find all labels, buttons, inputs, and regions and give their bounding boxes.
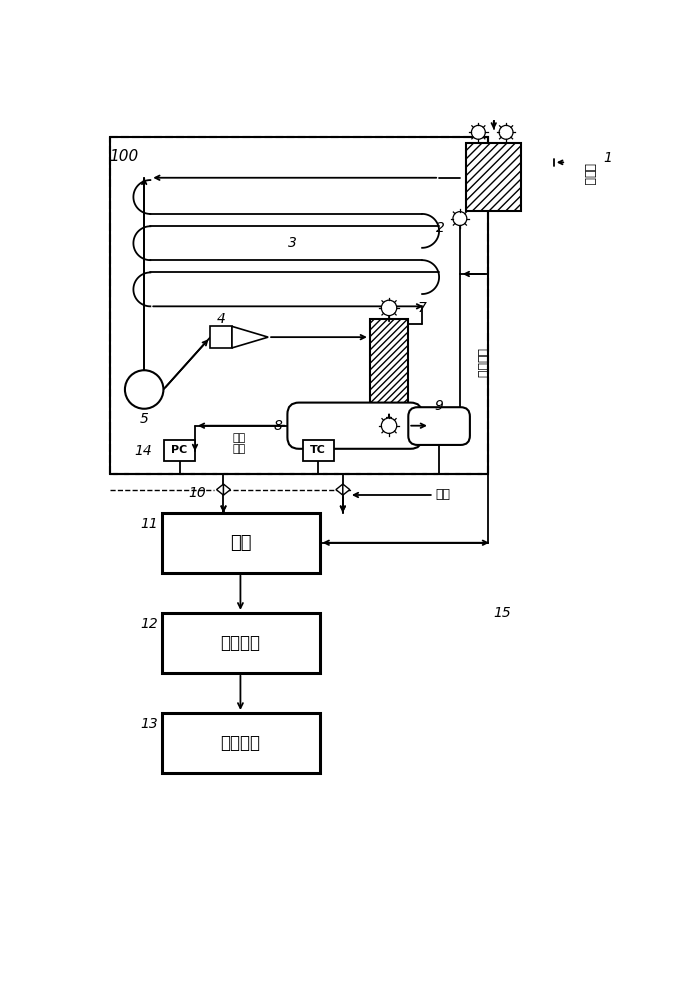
Polygon shape — [343, 484, 350, 495]
Circle shape — [499, 125, 513, 139]
Text: 10: 10 — [189, 486, 207, 500]
Polygon shape — [336, 484, 343, 495]
Text: 15: 15 — [493, 606, 512, 620]
Bar — [162, 613, 319, 673]
Text: 热源: 热源 — [435, 488, 450, 501]
Text: 100: 100 — [109, 149, 138, 164]
Text: 3: 3 — [288, 236, 297, 250]
Text: 1: 1 — [603, 151, 612, 165]
Circle shape — [381, 418, 397, 433]
Polygon shape — [223, 484, 230, 495]
Bar — [370, 319, 409, 415]
Text: 4: 4 — [216, 312, 226, 326]
Bar — [110, 137, 488, 474]
Circle shape — [471, 125, 485, 139]
Text: 11: 11 — [141, 517, 158, 531]
Text: 乙醇脱水: 乙醇脱水 — [221, 634, 260, 652]
Text: 8: 8 — [274, 419, 283, 433]
Text: 9: 9 — [435, 399, 443, 413]
Polygon shape — [216, 484, 223, 495]
Text: TC: TC — [310, 445, 326, 455]
Text: 5: 5 — [140, 412, 149, 426]
Bar — [164, 440, 195, 461]
Text: 蒸馏: 蒸馏 — [230, 534, 251, 552]
Polygon shape — [232, 326, 268, 348]
FancyBboxPatch shape — [409, 407, 470, 445]
Bar — [162, 713, 319, 773]
Circle shape — [453, 212, 467, 225]
Text: 2: 2 — [436, 221, 445, 235]
Bar — [110, 137, 488, 474]
Circle shape — [381, 300, 397, 316]
Bar — [303, 440, 333, 461]
Text: 固体组分: 固体组分 — [475, 348, 488, 378]
Circle shape — [125, 370, 164, 409]
Text: 蒸气
组分: 蒸气 组分 — [232, 433, 246, 454]
Bar — [162, 513, 319, 573]
Text: 14: 14 — [134, 444, 152, 458]
Text: 6: 6 — [418, 419, 427, 433]
Text: 生物质: 生物质 — [583, 163, 596, 185]
Bar — [466, 143, 521, 211]
Text: 7: 7 — [418, 301, 427, 315]
Bar — [210, 326, 232, 348]
Text: 13: 13 — [141, 717, 158, 731]
FancyBboxPatch shape — [287, 403, 422, 449]
Text: PC: PC — [171, 445, 188, 455]
Text: 乙醇产品: 乙醇产品 — [221, 734, 260, 752]
Text: 12: 12 — [141, 617, 158, 631]
